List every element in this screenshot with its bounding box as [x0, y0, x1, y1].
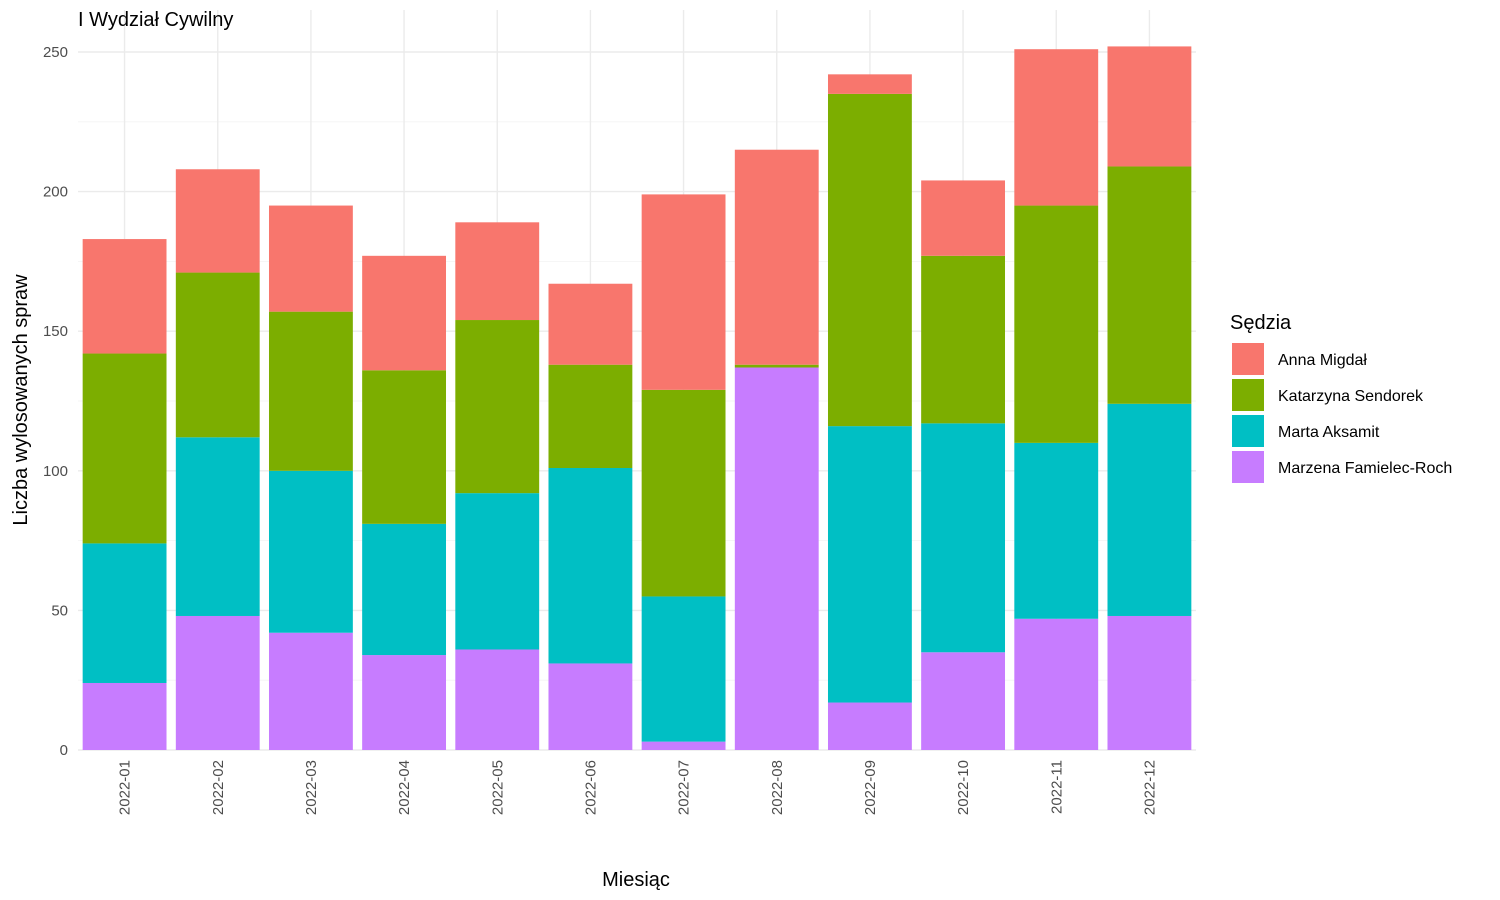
x-tick-label: 2022-04: [396, 760, 413, 815]
bar-marta-aksamit-2022-11: [1014, 442, 1099, 619]
bar-anna-migda--2022-03: [268, 205, 353, 312]
bar-katarzyna-sendorek-2022-07: [641, 389, 726, 597]
bar-anna-migda--2022-10: [921, 180, 1006, 256]
bar-marta-aksamit-2022-07: [641, 596, 726, 742]
bar-marzena-famielec-roch-2022-06: [548, 663, 633, 750]
x-tick-label: 2022-07: [676, 760, 693, 815]
bar-katarzyna-sendorek-2022-12: [1107, 166, 1192, 404]
legend-title: Sędzia: [1230, 312, 1292, 334]
y-tick-label: 0: [60, 742, 68, 759]
bar-marzena-famielec-roch-2022-11: [1014, 618, 1099, 750]
x-tick-label: 2022-03: [303, 760, 320, 815]
x-axis-title: Miesiąc: [602, 869, 670, 891]
bar-anna-migda--2022-11: [1014, 49, 1099, 206]
legend-swatch: [1232, 343, 1264, 375]
bar-katarzyna-sendorek-2022-10: [921, 255, 1006, 424]
bar-marta-aksamit-2022-05: [455, 493, 540, 650]
bar-anna-migda--2022-06: [548, 283, 633, 365]
bar-katarzyna-sendorek-2022-11: [1014, 205, 1099, 443]
bar-katarzyna-sendorek-2022-02: [175, 272, 260, 438]
bars: [82, 46, 1192, 750]
bar-marzena-famielec-roch-2022-07: [641, 741, 726, 750]
bar-marta-aksamit-2022-01: [82, 543, 167, 683]
x-tick-label: 2022-10: [955, 760, 972, 815]
bar-marzena-famielec-roch-2022-02: [175, 615, 260, 750]
bar-katarzyna-sendorek-2022-06: [548, 364, 633, 469]
bar-anna-migda--2022-12: [1107, 46, 1192, 167]
bar-anna-migda--2022-08: [734, 149, 819, 365]
x-tick-label: 2022-06: [582, 760, 599, 815]
x-tick-label: 2022-08: [769, 760, 786, 815]
x-tick-label: 2022-02: [210, 760, 227, 815]
bar-marzena-famielec-roch-2022-05: [455, 649, 540, 750]
legend-label: Katarzyna Sendorek: [1278, 388, 1424, 405]
y-axis-ticks: 0 50 100 150 200 250: [43, 44, 68, 759]
bar-marta-aksamit-2022-12: [1107, 403, 1192, 616]
y-tick-label: 250: [43, 44, 68, 61]
bar-anna-migda--2022-04: [362, 255, 447, 371]
bar-marzena-famielec-roch-2022-03: [268, 632, 353, 750]
legend-swatch: [1232, 415, 1264, 447]
x-axis-ticks: 2022-01 2022-02 2022-03 2022-04 2022-05 2022-…: [117, 760, 1159, 815]
bar-marta-aksamit-2022-06: [548, 468, 633, 664]
bar-katarzyna-sendorek-2022-01: [82, 353, 167, 544]
bar-anna-migda--2022-01: [82, 239, 167, 354]
bar-marzena-famielec-roch-2022-09: [827, 702, 912, 750]
legend-label: Anna Migdał: [1278, 352, 1367, 369]
bar-marta-aksamit-2022-10: [921, 423, 1006, 653]
x-tick-label: 2022-01: [117, 760, 134, 815]
bar-marzena-famielec-roch-2022-12: [1107, 615, 1192, 750]
bar-marzena-famielec-roch-2022-10: [921, 652, 1006, 750]
bar-anna-migda--2022-07: [641, 194, 726, 390]
legend: Sędzia Anna Migdał Katarzyna Sendorek Mart…: [1230, 312, 1452, 483]
bar-marzena-famielec-roch-2022-01: [82, 682, 167, 750]
legend-swatch: [1232, 451, 1264, 483]
legend-label: Marta Aksamit: [1278, 424, 1380, 441]
y-axis-title: Liczba wylosowanych spraw: [10, 274, 32, 526]
y-tick-label: 150: [43, 323, 68, 340]
bar-katarzyna-sendorek-2022-04: [362, 370, 447, 524]
bar-marta-aksamit-2022-09: [827, 426, 912, 703]
bar-katarzyna-sendorek-2022-03: [268, 311, 353, 471]
bar-marta-aksamit-2022-03: [268, 470, 353, 633]
bar-marta-aksamit-2022-02: [175, 437, 260, 616]
bar-marzena-famielec-roch-2022-04: [362, 655, 447, 750]
x-tick-label: 2022-05: [489, 760, 506, 815]
legend-label: Marzena Famielec-Roch: [1278, 460, 1452, 477]
bar-anna-migda--2022-02: [175, 169, 260, 273]
bar-katarzyna-sendorek-2022-05: [455, 320, 540, 494]
bar-anna-migda--2022-09: [827, 74, 912, 94]
y-tick-label: 50: [51, 602, 68, 619]
y-tick-label: 100: [43, 463, 68, 480]
legend-swatch: [1232, 379, 1264, 411]
bar-marzena-famielec-roch-2022-08: [734, 367, 819, 750]
bar-katarzyna-sendorek-2022-09: [827, 93, 912, 427]
bar-katarzyna-sendorek-2022-08: [734, 364, 819, 368]
bar-marta-aksamit-2022-04: [362, 523, 447, 656]
x-tick-label: 2022-12: [1141, 760, 1158, 815]
chart-title: I Wydział Cywilny: [78, 9, 233, 31]
bar-anna-migda--2022-05: [455, 222, 540, 321]
x-tick-label: 2022-11: [1048, 760, 1065, 814]
x-tick-label: 2022-09: [862, 760, 879, 815]
y-tick-label: 200: [43, 184, 68, 201]
